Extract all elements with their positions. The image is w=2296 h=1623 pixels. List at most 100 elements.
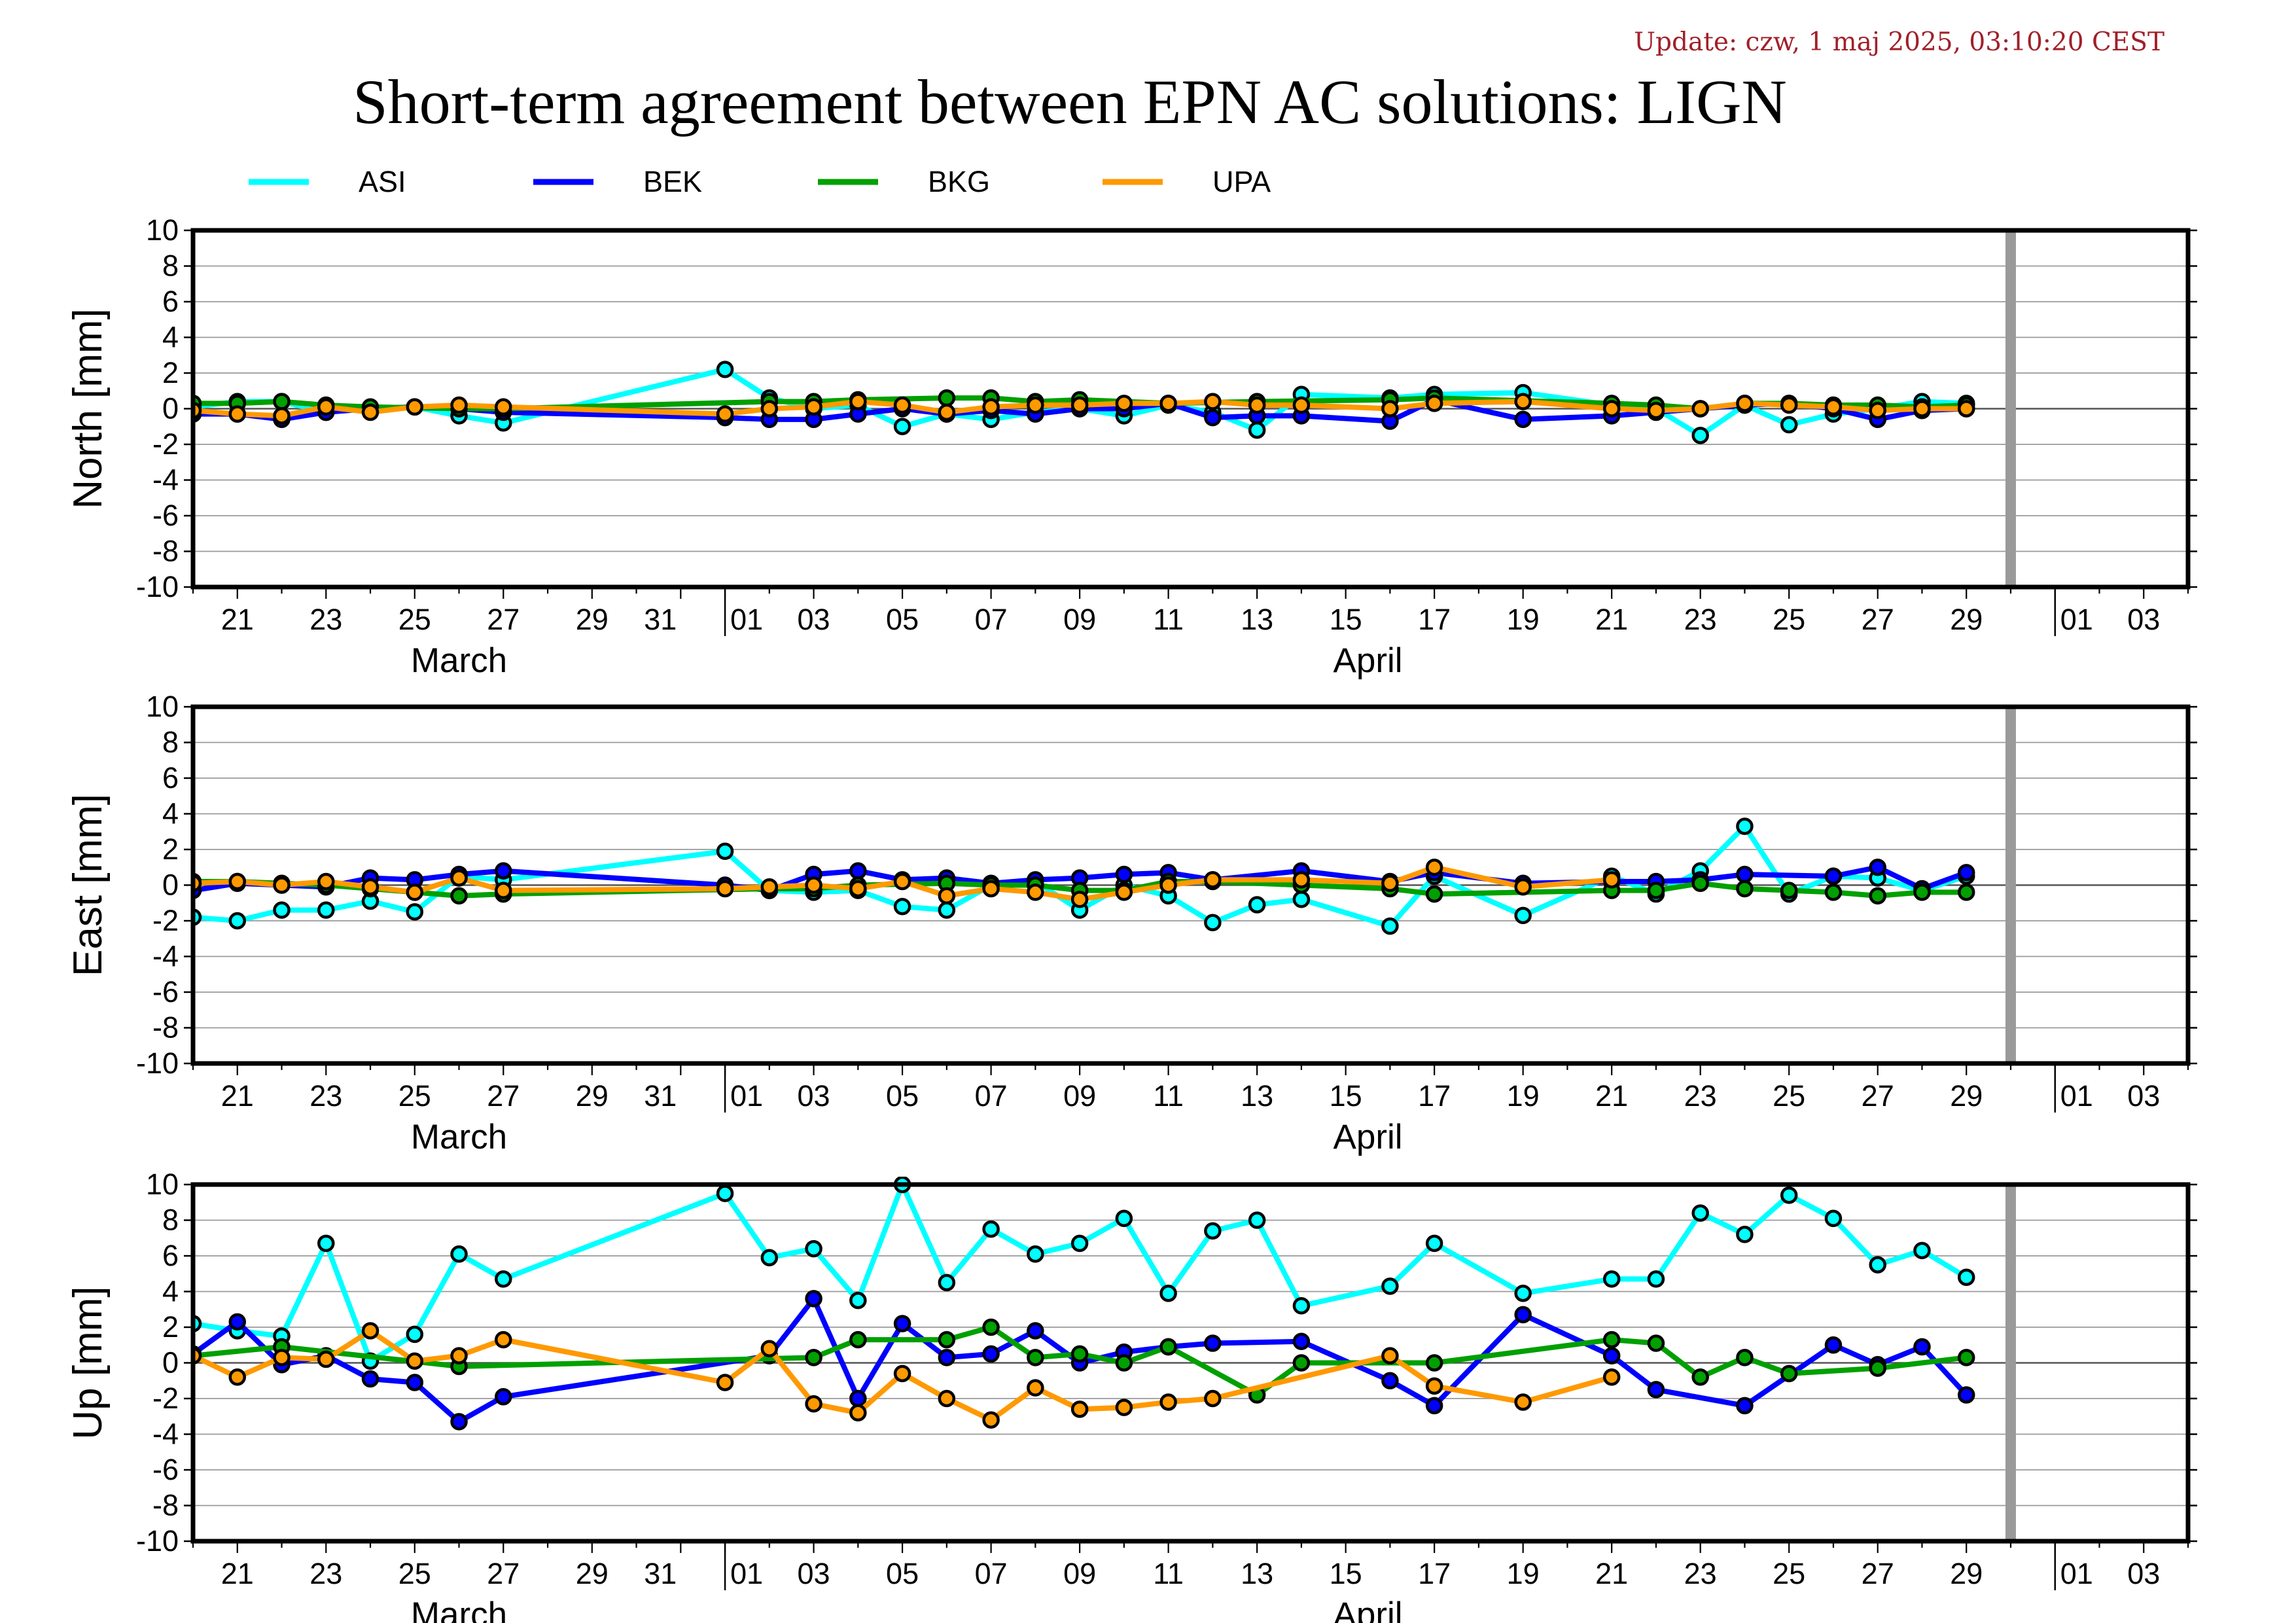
data-point — [1647, 1270, 1665, 1288]
data-point — [1957, 1349, 1975, 1366]
data-point — [938, 1274, 956, 1292]
x-tick-label: 21 — [221, 1079, 254, 1113]
data-point — [849, 1330, 867, 1349]
today-marker — [2005, 230, 2016, 587]
y-tick-label: 0 — [162, 1346, 179, 1380]
data-point — [938, 403, 956, 421]
data-point — [228, 1368, 247, 1386]
data-point — [1292, 891, 1311, 908]
data-point — [1248, 396, 1266, 414]
x-tick-label: 09 — [1063, 1079, 1096, 1113]
x-tick-label: 27 — [487, 603, 520, 636]
x-tick-label: 15 — [1330, 603, 1362, 636]
data-point — [1647, 1381, 1665, 1399]
data-point — [1425, 1397, 1443, 1415]
data-point — [228, 405, 247, 423]
data-point — [1913, 1241, 1931, 1260]
data-point — [1204, 408, 1222, 427]
data-point — [1736, 817, 1754, 835]
data-point — [849, 1389, 867, 1408]
x-tick-label: 13 — [1241, 603, 1273, 636]
month-label: April — [1333, 1118, 1403, 1156]
x-tick-label: 01 — [730, 1079, 763, 1113]
data-point — [1824, 1336, 1843, 1354]
data-point — [273, 876, 291, 894]
month-label: April — [1333, 1596, 1403, 1623]
data-point — [450, 1347, 468, 1364]
data-point — [1780, 1364, 1798, 1383]
data-point — [1248, 896, 1266, 914]
y-tick-label: -4 — [152, 940, 179, 973]
y-tick-label: 10 — [146, 213, 179, 247]
data-point — [716, 405, 734, 423]
data-point — [1647, 1334, 1665, 1352]
y-tick-label: 10 — [146, 1168, 179, 1201]
data-point — [1381, 1277, 1399, 1295]
month-label: April — [1333, 641, 1403, 680]
data-point — [849, 393, 867, 410]
x-tick-label: 19 — [1507, 1557, 1540, 1590]
data-point — [1691, 874, 1709, 893]
x-tick-label: 03 — [2127, 1079, 2160, 1113]
x-tick-label: 05 — [886, 1079, 919, 1113]
data-point — [1736, 395, 1754, 412]
data-point — [406, 903, 424, 921]
data-point — [1381, 1372, 1399, 1389]
data-point — [1957, 1268, 1975, 1286]
data-point — [1425, 885, 1443, 903]
data-point — [1869, 401, 1886, 419]
data-point — [1027, 1245, 1044, 1263]
data-point — [1425, 1234, 1443, 1253]
data-point — [273, 901, 291, 919]
x-tick-label: 19 — [1507, 603, 1540, 636]
y-tick-label: 4 — [162, 1275, 179, 1308]
legend-item-asi: ASI — [249, 165, 406, 198]
x-tick-label: 29 — [576, 1557, 609, 1590]
data-point — [317, 901, 335, 919]
data-point — [760, 400, 779, 418]
x-tick-label: 23 — [309, 603, 342, 636]
x-tick-label: 21 — [221, 603, 254, 636]
legend-label: ASI — [359, 165, 406, 198]
data-point — [1647, 882, 1665, 899]
x-tick-label: 15 — [1330, 1557, 1362, 1590]
y-tick-label: -8 — [152, 1489, 179, 1522]
y-tick-label: 8 — [162, 1204, 179, 1237]
data-point — [228, 872, 247, 891]
x-tick-label: 27 — [1862, 1557, 1894, 1590]
x-tick-label: 21 — [221, 1557, 254, 1590]
data-point — [450, 869, 468, 887]
data-point — [1159, 1338, 1177, 1356]
x-tick-label: 05 — [886, 1557, 919, 1590]
data-point — [1070, 1400, 1089, 1418]
data-point — [406, 1325, 424, 1344]
data-point — [1514, 1284, 1532, 1302]
y-tick-label: 0 — [162, 868, 179, 902]
data-point — [1602, 400, 1621, 418]
x-tick-label: 25 — [1773, 1557, 1805, 1590]
data-point — [1425, 1377, 1443, 1395]
data-point — [805, 876, 822, 894]
y-tick-label: -2 — [152, 1382, 179, 1415]
data-point — [938, 1389, 956, 1408]
data-point — [716, 1185, 734, 1202]
data-point — [495, 862, 512, 880]
data-point — [982, 1318, 1000, 1336]
series-bek — [193, 1290, 1975, 1431]
y-tick-label: -2 — [152, 904, 179, 937]
data-point — [1602, 871, 1621, 889]
y-axis-label: East [mm] — [65, 794, 111, 976]
data-point — [938, 887, 956, 905]
x-tick-label: 29 — [1950, 1557, 1983, 1590]
data-point — [938, 389, 956, 407]
x-tick-label: 11 — [1153, 1557, 1184, 1590]
data-point — [317, 398, 335, 416]
x-tick-label: 21 — [1595, 603, 1628, 636]
data-point — [361, 1370, 380, 1388]
today-marker — [2005, 707, 2016, 1063]
y-tick-label: -10 — [136, 1046, 179, 1080]
data-point — [1602, 1368, 1621, 1386]
data-point — [273, 1349, 291, 1366]
y-tick-label: -10 — [136, 570, 179, 603]
x-tick-label: 25 — [398, 603, 431, 636]
